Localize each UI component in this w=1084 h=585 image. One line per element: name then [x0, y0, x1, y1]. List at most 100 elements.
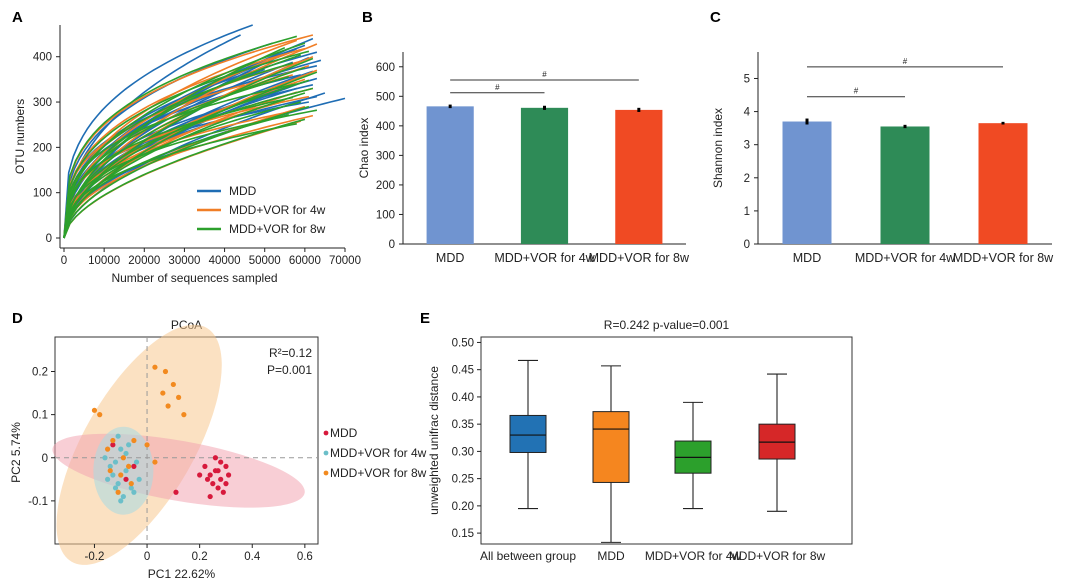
y-tick-label: 0.40: [452, 392, 474, 404]
data-point: [215, 485, 221, 491]
y-tick-label: 100: [376, 209, 395, 221]
data-point: [123, 476, 129, 482]
data-point: [118, 446, 124, 452]
x-tick-label: 0.6: [297, 551, 313, 563]
data-point: [220, 489, 226, 495]
x-tick-label: 20000: [128, 255, 160, 267]
rarefaction-curve: [63, 123, 297, 239]
data-point: [165, 403, 171, 409]
x-tick-label: 0: [61, 255, 67, 267]
data-point: [110, 442, 116, 448]
y-tick-label: 0: [46, 233, 52, 245]
legend-label: MDD: [229, 184, 257, 198]
data-point: [176, 394, 182, 400]
panel-letter-c: C: [710, 9, 721, 26]
rarefaction-curve: [63, 54, 302, 239]
y-tick-label: 0.1: [32, 410, 48, 422]
data-point: [181, 412, 187, 418]
y-tick-label: -0.1: [28, 496, 48, 508]
data-point: [123, 450, 129, 457]
y-tick-label: 300: [376, 150, 395, 162]
category-label: MDD+VOR for 4w: [855, 251, 956, 265]
significance-marker: #: [903, 57, 908, 66]
y-axis-label: unweighted unifrac distance: [427, 366, 441, 515]
legend-marker: [323, 450, 329, 456]
data-point: [107, 468, 113, 474]
rarefaction-curve: [63, 101, 302, 239]
category-label: MDD: [597, 549, 625, 563]
rarefaction-curve: [63, 87, 314, 239]
y-tick-label: 5: [744, 73, 750, 85]
data-point: [115, 433, 121, 439]
significance-marker: #: [854, 87, 859, 96]
rarefaction-curve: [63, 105, 310, 239]
rarefaction-curve: [63, 66, 306, 239]
bar: [520, 107, 569, 244]
y-tick-label: 400: [33, 52, 52, 64]
y-tick-label: 2: [744, 173, 750, 185]
y-axis-label: Shannon index: [711, 108, 725, 188]
data-point: [170, 381, 176, 388]
x-axis-label: PC1 22.62%: [148, 567, 216, 581]
stat-annotation: R²=0.12: [269, 346, 312, 360]
y-tick-label: 0: [744, 239, 750, 251]
box: [509, 414, 547, 453]
data-point: [131, 437, 137, 444]
rarefaction-curve: [63, 50, 310, 239]
data-point: [112, 485, 119, 491]
data-point: [120, 455, 126, 461]
data-point: [102, 455, 108, 461]
rarefaction-curve: [63, 34, 241, 239]
x-tick-label: 0: [144, 551, 150, 563]
y-axis-label: Chao index: [357, 118, 371, 179]
data-point: [107, 463, 113, 469]
data-point: [91, 407, 98, 413]
panel-letter-b: B: [362, 9, 373, 26]
rarefaction-curve: [63, 84, 245, 239]
category-label: MDD+VOR for 8w: [589, 251, 690, 265]
data-point: [223, 463, 229, 469]
y-tick-label: 0: [42, 453, 48, 465]
panel-letter-a: A: [12, 9, 23, 26]
y-tick-label: 1: [744, 206, 750, 218]
rarefaction-curve: [63, 113, 290, 239]
data-point: [112, 459, 119, 465]
x-tick-label: 0.2: [192, 551, 208, 563]
rarefaction-chart: 0 10000 20000 30000 40000 50000 60000 70000 0 100…: [13, 24, 361, 285]
legend-label: MDD+VOR for 4w: [229, 203, 326, 217]
data-point: [115, 489, 121, 495]
x-tick-label: 10000: [88, 255, 120, 267]
x-tick-label: -0.2: [85, 551, 105, 563]
chao-bar-chart: 0 100 200 300 400 500 600 Chao index MDD MDD+VOR …: [357, 52, 690, 265]
y-tick-label: 0.25: [452, 474, 474, 486]
y-tick-label: 0.15: [452, 528, 474, 540]
x-tick-label: 40000: [209, 255, 241, 267]
y-tick-label: 500: [376, 91, 395, 103]
y-axis-label: PC2 5.74%: [9, 422, 23, 483]
y-tick-label: 0.50: [452, 337, 474, 349]
data-point: [152, 364, 158, 370]
box: [592, 411, 630, 483]
data-point: [144, 442, 150, 448]
data-point: [207, 493, 213, 500]
data-point: [215, 468, 221, 474]
data-point: [218, 476, 224, 482]
category-label: MDD+VOR for 8w: [953, 251, 1054, 265]
y-tick-label: 600: [376, 62, 395, 74]
data-point: [105, 446, 111, 452]
shannon-bar-chart: 0 1 2 3 4 5 Shannon index MDD MDD+VOR for 4wMDD+…: [711, 52, 1054, 265]
data-point: [120, 493, 126, 500]
legend-label: MDD: [330, 426, 358, 440]
y-axis-label: OTU numbers: [13, 99, 27, 174]
y-tick-label: 400: [376, 121, 395, 133]
bar: [978, 123, 1028, 244]
bar: [426, 106, 474, 244]
data-point: [133, 459, 140, 465]
data-point: [105, 476, 111, 482]
data-point: [136, 476, 142, 482]
data-point: [160, 390, 166, 396]
stat-annotation: P=0.001: [267, 363, 312, 377]
y-tick-label: 200: [376, 180, 395, 192]
